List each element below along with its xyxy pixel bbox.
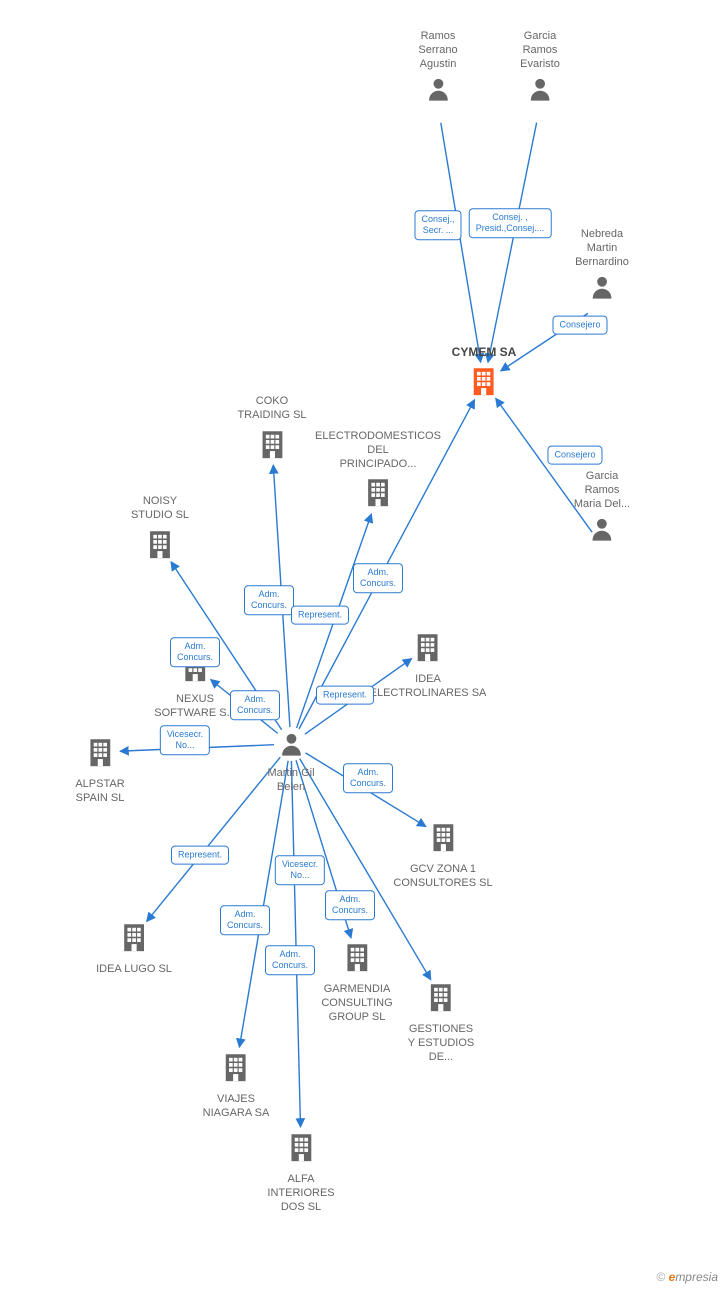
building-icon: [467, 364, 501, 398]
node-label: GESTIONES Y ESTUDIOS DE...: [408, 1023, 474, 1064]
person-icon-wrap: [277, 730, 305, 763]
edge-line: [147, 757, 281, 921]
node-coko[interactable]: COKO TRAIDING SL: [237, 395, 306, 466]
company-icon-wrap: [284, 1130, 318, 1169]
edge-label: Represent.: [291, 606, 349, 625]
watermark: © empresia: [656, 1270, 718, 1284]
building-icon: [426, 820, 460, 854]
node-electrodomesticos[interactable]: ELECTRODOMESTICOS DEL PRINCIPADO...: [315, 430, 441, 514]
node-gestiones[interactable]: GESTIONES Y ESTUDIOS DE...: [408, 980, 474, 1064]
edge-label: Adm. Concurs.: [230, 690, 280, 720]
node-garcia_evaristo[interactable]: Garcia Ramos Evaristo: [520, 30, 560, 108]
node-label: IDEA ELECTROLINARES SA: [370, 673, 487, 701]
building-icon: [361, 475, 395, 509]
edge-label: Consejero: [552, 316, 607, 335]
edge-label: Adm. Concurs.: [220, 905, 270, 935]
node-label: Garcia Ramos Evaristo: [520, 30, 560, 71]
node-alpstar[interactable]: ALPSTAR SPAIN SL: [75, 735, 124, 806]
person-icon-wrap: [424, 75, 452, 108]
company-icon-wrap: [255, 427, 289, 466]
node-label: GARMENDIA CONSULTING GROUP SL: [321, 983, 392, 1024]
node-martin_gil[interactable]: Martin Gil Belen: [267, 730, 314, 795]
node-garcia_maria[interactable]: Garcia Ramos Maria Del...: [574, 470, 630, 548]
copyright-symbol: ©: [656, 1270, 665, 1284]
building-icon: [255, 427, 289, 461]
node-idea_lugo[interactable]: IDEA LUGO SL: [96, 920, 172, 977]
brand-rest: mpresia: [675, 1270, 718, 1284]
edge-label: Vicesecr. No...: [160, 725, 210, 755]
node-label: ALFA INTERIORES DOS SL: [267, 1173, 334, 1214]
person-icon-wrap: [588, 273, 616, 306]
edge-line: [291, 761, 300, 1127]
node-ramos_serrano[interactable]: Ramos Serrano Agustin: [418, 30, 457, 108]
edge-label: Consej., Secr. ...: [414, 210, 461, 240]
company-icon-wrap: [361, 475, 395, 514]
person-icon: [424, 75, 452, 103]
building-icon: [340, 940, 374, 974]
node-label: GCV ZONA 1 CONSULTORES SL: [393, 863, 492, 891]
node-alfa[interactable]: ALFA INTERIORES DOS SL: [267, 1130, 334, 1214]
building-icon: [284, 1130, 318, 1164]
building-icon: [424, 980, 458, 1014]
person-icon: [588, 515, 616, 543]
company-icon-wrap: [83, 735, 117, 774]
company-icon-wrap: [340, 940, 374, 979]
node-nebreda[interactable]: Nebreda Martin Bernardino: [575, 228, 629, 306]
company-icon-wrap: [143, 527, 177, 566]
edge-label: Adm. Concurs.: [353, 563, 403, 593]
person-icon: [588, 273, 616, 301]
node-cymem[interactable]: CYMEM SA: [452, 345, 517, 403]
building-icon: [219, 1050, 253, 1084]
node-garmendia[interactable]: GARMENDIA CONSULTING GROUP SL: [321, 940, 392, 1024]
person-icon: [526, 75, 554, 103]
node-label: ELECTRODOMESTICOS DEL PRINCIPADO...: [315, 430, 441, 471]
edge-label: Consej. , Presid.,Consej....: [469, 208, 552, 238]
node-label: Nebreda Martin Bernardino: [575, 228, 629, 269]
person-icon-wrap: [526, 75, 554, 108]
company-icon-wrap: [411, 630, 445, 669]
building-icon: [143, 527, 177, 561]
building-icon: [411, 630, 445, 664]
node-label: IDEA LUGO SL: [96, 963, 172, 977]
edge-label: Represent.: [316, 686, 374, 705]
person-icon: [277, 730, 305, 758]
edge-label: Adm. Concurs.: [244, 585, 294, 615]
building-icon: [117, 920, 151, 954]
company-icon-wrap: [219, 1050, 253, 1089]
edge-label: Vicesecr. No...: [275, 855, 325, 885]
node-label: ALPSTAR SPAIN SL: [75, 778, 124, 806]
edge-label: Consejero: [547, 446, 602, 465]
company-icon-wrap: [426, 820, 460, 859]
company-icon-wrap: [117, 920, 151, 959]
node-label: Ramos Serrano Agustin: [418, 30, 457, 71]
node-label: Martin Gil Belen: [267, 767, 314, 795]
building-icon: [83, 735, 117, 769]
node-label: Garcia Ramos Maria Del...: [574, 470, 630, 511]
node-label: CYMEM SA: [452, 345, 517, 360]
edge-label: Adm. Concurs.: [343, 763, 393, 793]
person-icon-wrap: [588, 515, 616, 548]
node-label: VIAJES NIAGARA SA: [203, 1093, 270, 1121]
edge-label: Adm. Concurs.: [170, 637, 220, 667]
edge-label: Represent.: [171, 846, 229, 865]
edge-line: [239, 761, 288, 1048]
node-gcv[interactable]: GCV ZONA 1 CONSULTORES SL: [393, 820, 492, 891]
company-icon-wrap: [467, 364, 501, 403]
diagram-canvas: [0, 0, 728, 1290]
node-label: NOISY STUDIO SL: [131, 495, 189, 523]
node-label: COKO TRAIDING SL: [237, 395, 306, 423]
edge-line: [488, 123, 537, 363]
node-noisy[interactable]: NOISY STUDIO SL: [131, 495, 189, 566]
company-icon-wrap: [424, 980, 458, 1019]
node-viajes[interactable]: VIAJES NIAGARA SA: [203, 1050, 270, 1121]
node-label: NEXUS SOFTWARE S...: [154, 693, 236, 721]
node-idea_electro[interactable]: IDEA ELECTROLINARES SA: [370, 630, 487, 701]
edge-line: [441, 123, 481, 363]
edge-label: Adm. Concurs.: [265, 945, 315, 975]
edge-label: Adm. Concurs.: [325, 890, 375, 920]
